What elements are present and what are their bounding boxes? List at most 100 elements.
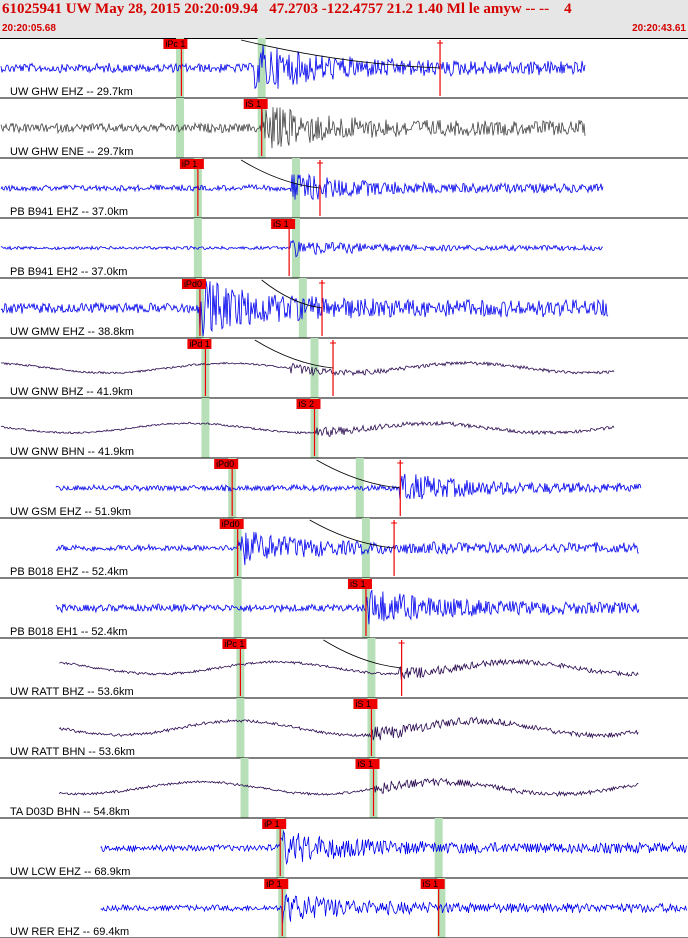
pick-label: iS 1 bbox=[246, 99, 262, 109]
station-label: UW GHW ENE -- 29.7km bbox=[10, 146, 133, 158]
arrival-curve bbox=[309, 519, 395, 549]
waveform bbox=[55, 589, 640, 625]
pick-flag[interactable] bbox=[353, 699, 378, 709]
trace-row[interactable]: iPd0 PB B018 EHZ -- 52.4km bbox=[0, 518, 688, 579]
station-label: PB B941 EHZ -- 37.0km bbox=[10, 206, 128, 218]
pick-window-band bbox=[236, 698, 245, 758]
pick-label: iS 2 bbox=[299, 399, 315, 409]
station-label: UW LCW EHZ -- 68.9km bbox=[10, 866, 130, 878]
station-label: UW RER EHZ -- 69.4km bbox=[10, 926, 129, 938]
pick-window-band bbox=[193, 218, 202, 278]
station-label: PB B018 EHZ -- 52.4km bbox=[10, 566, 128, 578]
trace-row[interactable]: iS 1 PB B018 EH1 -- 52.4km bbox=[0, 578, 688, 639]
event-header: 61025941 UW May 28, 2015 20:20:09.94 47.… bbox=[0, 0, 688, 39]
pick-flag[interactable] bbox=[347, 579, 372, 589]
pick-flag[interactable] bbox=[187, 339, 212, 349]
pick-flag[interactable] bbox=[181, 279, 206, 289]
pick-label: iS 1 bbox=[355, 699, 371, 709]
waveform bbox=[55, 531, 639, 566]
pick-flag[interactable] bbox=[219, 519, 244, 529]
trace-row[interactable]: iS 2 UW GNW BHN -- 41.9km bbox=[0, 398, 688, 459]
station-label: UW GMW EHZ -- 38.8km bbox=[10, 326, 134, 338]
trace-row[interactable]: iS 1 PB B941 EH2 -- 37.0km bbox=[0, 218, 688, 279]
pick-flag[interactable] bbox=[262, 819, 287, 829]
station-label: UW GHW EHZ -- 29.7km bbox=[10, 86, 133, 98]
pick-window-band bbox=[176, 38, 185, 98]
pick-label: iPc 1 bbox=[165, 39, 185, 49]
trace-row[interactable]: iP 1 UW LCW EHZ -- 68.9km bbox=[0, 818, 688, 879]
pick-flag[interactable] bbox=[179, 159, 204, 169]
pick-window-band bbox=[257, 38, 266, 98]
pick-window-band bbox=[437, 878, 446, 938]
pick-label: iPd0 bbox=[222, 519, 240, 529]
start-time-label: 20:20:05.68 bbox=[2, 23, 56, 34]
trace-row[interactable]: iPc 1 UW RATT BHZ -- 53.6km bbox=[0, 638, 688, 699]
pick-window-band bbox=[361, 518, 370, 578]
waveform bbox=[100, 829, 687, 866]
seismogram-panel[interactable]: iPc 1 UW GHW EHZ -- 29.7km iS 1 UW GHW ENE … bbox=[0, 38, 688, 938]
arrival-curve bbox=[241, 39, 441, 69]
pick-label: iS 1 bbox=[423, 879, 439, 889]
arrival-curve bbox=[316, 459, 401, 489]
waveform bbox=[0, 173, 604, 201]
trace-row[interactable]: iP 1 iS 1 UW RER EHZ -- 69.4km bbox=[0, 878, 688, 938]
arrival-curve bbox=[323, 639, 402, 669]
pick-window-band bbox=[310, 338, 319, 398]
trace-row[interactable]: iPd 1 UW GNW BHZ -- 41.9km bbox=[0, 338, 688, 399]
pick-flag[interactable] bbox=[271, 219, 296, 229]
waveform bbox=[0, 45, 586, 90]
pick-flag[interactable] bbox=[163, 39, 188, 49]
pick-flag[interactable] bbox=[420, 879, 445, 889]
trace-row[interactable]: iPc 1 UW GHW EHZ -- 29.7km bbox=[0, 38, 688, 99]
trace-row[interactable]: iPd0 UW GMW EHZ -- 38.8km bbox=[0, 278, 688, 339]
waveform bbox=[58, 777, 639, 797]
station-label: UW RATT BHN -- 53.6km bbox=[10, 746, 135, 758]
pick-flag[interactable] bbox=[355, 759, 380, 769]
waveform bbox=[100, 893, 687, 925]
waveform bbox=[59, 716, 639, 741]
waveform bbox=[59, 658, 639, 681]
waveform bbox=[0, 106, 586, 149]
arrival-curve bbox=[240, 159, 321, 189]
event-title: 61025941 UW May 28, 2015 20:20:09.94 47.… bbox=[2, 1, 572, 17]
station-label: UW RATT BHZ -- 53.6km bbox=[10, 686, 134, 698]
pick-label: iS 1 bbox=[350, 579, 366, 589]
pick-window-band bbox=[233, 578, 242, 638]
pick-flag[interactable] bbox=[296, 399, 321, 409]
pick-window-band bbox=[291, 218, 300, 278]
pick-window-band bbox=[176, 98, 185, 158]
pick-label: iPd0 bbox=[216, 459, 234, 469]
trace-row[interactable]: iS 1 TA D03D BHN -- 54.8km bbox=[0, 758, 688, 819]
pick-label: iPd 1 bbox=[189, 339, 210, 349]
station-label: UW GNW BHZ -- 41.9km bbox=[10, 386, 133, 398]
pick-flag[interactable] bbox=[214, 459, 239, 469]
pick-flag[interactable] bbox=[243, 99, 268, 109]
trace-row[interactable]: iP 1 PB B941 EHZ -- 37.0km bbox=[0, 158, 688, 219]
trace-row[interactable]: iS 1 UW GHW ENE -- 29.7km bbox=[0, 98, 688, 159]
arrival-curve bbox=[261, 279, 323, 309]
station-label: UW GSM EHZ -- 51.9km bbox=[10, 506, 131, 518]
pick-label: iS 1 bbox=[273, 219, 289, 229]
pick-label: iS 1 bbox=[357, 759, 373, 769]
trace-row[interactable]: iS 1 UW RATT BHN -- 53.6km bbox=[0, 698, 688, 759]
waveform bbox=[0, 280, 609, 337]
pick-flag[interactable] bbox=[264, 879, 289, 889]
waveform bbox=[55, 473, 642, 500]
trace-row[interactable]: iPd0 UW GSM EHZ -- 51.9km bbox=[0, 458, 688, 519]
pick-label: iP 1 bbox=[266, 879, 281, 889]
pick-label: iPd0 bbox=[184, 279, 202, 289]
station-label: PB B941 EH2 -- 37.0km bbox=[10, 266, 127, 278]
waveform bbox=[0, 360, 615, 377]
pick-label: iP 1 bbox=[182, 159, 197, 169]
pick-label: iPc 1 bbox=[224, 639, 244, 649]
arrival-curve bbox=[254, 339, 334, 369]
waveform bbox=[0, 239, 604, 258]
waveform bbox=[0, 420, 615, 438]
pick-window-band bbox=[355, 458, 364, 518]
station-label: UW GNW BHN -- 41.9km bbox=[10, 446, 134, 458]
pick-window-band bbox=[367, 638, 376, 698]
station-label: TA D03D BHN -- 54.8km bbox=[10, 806, 130, 818]
pick-window-band bbox=[201, 398, 210, 458]
pick-flag[interactable] bbox=[222, 639, 247, 649]
end-time-label: 20:20:43.61 bbox=[632, 23, 686, 34]
